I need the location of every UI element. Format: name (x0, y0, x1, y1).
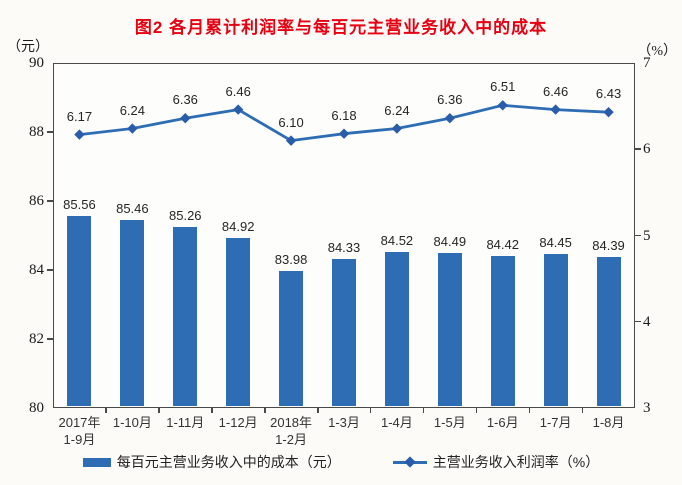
line-value-label: 6.10 (278, 114, 304, 130)
left-axis-tick-label: 90 (29, 55, 44, 71)
x-axis-category-label: 1-3月 (328, 415, 360, 430)
x-axis-tick (581, 408, 584, 413)
bar-value-label: 85.46 (116, 200, 149, 216)
x-axis-tick (105, 408, 107, 413)
x-axis-category-label: 1-7月 (539, 415, 572, 430)
right-axis-tick (635, 320, 641, 323)
line-value-label: 6.18 (331, 107, 357, 123)
left-axis-unit-label: （元） (7, 40, 49, 55)
right-axis-tick-label: 3 (643, 400, 651, 416)
x-axis-category-label: 1-5月 (433, 415, 466, 430)
bar-value-label: 84.92 (221, 219, 255, 235)
x-axis-tick (369, 408, 372, 413)
line-value-label: 6.46 (225, 83, 251, 99)
line-swatch-icon (392, 455, 427, 468)
line-value-label: 6.51 (490, 79, 516, 95)
right-axis-unit-label: （%） (637, 44, 677, 59)
x-axis-tick (422, 408, 425, 413)
bar-swatch-icon (82, 457, 111, 467)
left-axis-tick (47, 338, 53, 340)
legend-label-cost: 每百元主营业务收入中的成本（元） (116, 454, 341, 470)
line-value-label: 6.43 (595, 86, 622, 102)
x-axis-tick (211, 408, 213, 413)
right-axis-tick-label: 4 (643, 313, 651, 330)
line-value-label: 6.24 (119, 102, 146, 118)
left-axis-tick-label: 88 (29, 124, 44, 140)
legend: 每百元主营业务收入中的成本（元） 主营业务收入利润率（%） (0, 452, 682, 472)
bar (226, 238, 251, 407)
x-axis-category-label: 1-8月 (592, 415, 625, 430)
bar (384, 252, 409, 407)
right-axis-tick (635, 234, 641, 236)
bar (279, 270, 304, 407)
bar-value-label: 84.33 (327, 239, 361, 255)
right-axis-tick (635, 148, 641, 150)
line-value-label: 6.17 (66, 108, 93, 124)
x-axis-tick (158, 408, 160, 413)
bar-value-label: 84.42 (486, 236, 519, 252)
line-value-label: 6.36 (172, 92, 198, 108)
bar (120, 219, 145, 407)
line-value-label: 6.46 (542, 83, 569, 99)
bar-value-label: 84.52 (380, 233, 414, 249)
left-axis-tick (47, 269, 53, 271)
left-axis-tick (47, 131, 53, 133)
x-axis-category-label: 1-4月 (381, 415, 413, 430)
bar (173, 226, 198, 407)
right-axis-tick-label: 5 (643, 227, 651, 244)
diamond-marker-icon (404, 455, 416, 468)
x-axis-category-label: 1-6月 (486, 415, 519, 430)
x-axis-category-label: 1-10月 (112, 415, 152, 430)
bar-value-label: 84.45 (539, 235, 572, 251)
x-axis-category-label: 1-12月 (218, 415, 258, 430)
legend-item-cost: 每百元主营业务收入中的成本（元） (82, 452, 341, 472)
bar (490, 255, 515, 407)
bar-value-label: 83.98 (274, 251, 308, 267)
bar-value-label: 84.39 (592, 237, 625, 253)
x-axis-category-label: 2018年 1-2月 (270, 415, 313, 447)
legend-label-profit-rate: 主营业务收入利润率（%） (432, 454, 600, 470)
line-value-label: 6.36 (437, 92, 463, 108)
x-axis-category-label: 2017年 1-9月 (58, 415, 101, 447)
left-axis-tick-label: 86 (29, 193, 44, 209)
bar (67, 216, 92, 407)
x-axis-tick (317, 408, 319, 413)
right-axis-tick-label: 6 (643, 141, 651, 158)
right-axis-tick-label: 7 (643, 55, 651, 71)
bar-value-label: 84.49 (433, 234, 467, 250)
legend-item-profit-rate: 主营业务收入利润率（%） (392, 452, 600, 472)
left-axis-tick-label: 80 (29, 400, 44, 416)
line-value-label: 6.24 (384, 102, 410, 118)
bar-value-label: 85.26 (168, 207, 202, 223)
left-axis-tick-label: 82 (29, 331, 44, 347)
bar-value-label: 85.56 (63, 197, 96, 213)
x-axis-tick (528, 408, 531, 413)
bar (437, 253, 462, 407)
x-axis-tick (264, 408, 266, 413)
bar (332, 258, 356, 407)
left-axis-tick (47, 200, 53, 202)
chart-title: 图2 各月累计利润率与每百元主营业务收入中的成本 (134, 18, 548, 37)
x-axis-tick (475, 408, 478, 413)
bar (543, 254, 568, 407)
left-axis-tick-label: 84 (29, 262, 44, 278)
x-axis-category-label: 1-11月 (166, 415, 205, 430)
bar (596, 256, 621, 407)
